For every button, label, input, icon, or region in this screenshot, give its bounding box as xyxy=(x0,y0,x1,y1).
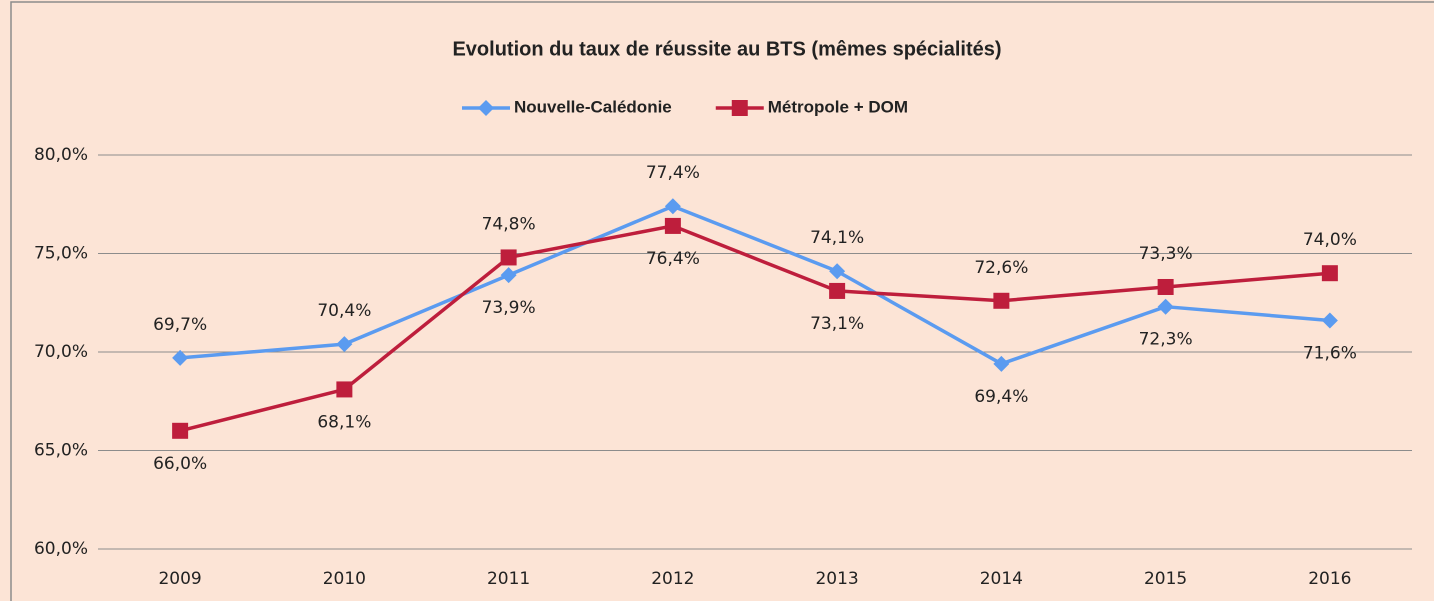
chart-frame xyxy=(10,1,1434,601)
y-tick-label: 65,0% xyxy=(34,441,88,461)
marker xyxy=(500,267,517,284)
data-label: 68,1% xyxy=(317,412,371,432)
marker xyxy=(829,282,846,299)
series-line xyxy=(179,204,1331,366)
data-label: 74,1% xyxy=(810,228,864,248)
x-tick-label: 2014 xyxy=(980,569,1023,589)
y-tick-label: 80,0% xyxy=(34,145,88,165)
marker xyxy=(664,217,681,234)
data-label: 74,0% xyxy=(1303,230,1357,250)
data-label: 73,3% xyxy=(1139,244,1193,264)
x-tick-label: 2011 xyxy=(487,569,530,589)
marker xyxy=(993,355,1010,372)
x-tick-label: 2012 xyxy=(651,569,694,589)
marker xyxy=(993,292,1010,309)
marker xyxy=(336,336,353,353)
x-tick-label: 2013 xyxy=(815,569,858,589)
x-tick-label: 2009 xyxy=(158,569,201,589)
data-label: 71,6% xyxy=(1303,343,1357,363)
marker xyxy=(1157,278,1174,295)
legend-label: Nouvelle-Calédonie xyxy=(514,97,672,116)
marker xyxy=(829,263,846,280)
marker xyxy=(172,422,189,439)
legend-marker xyxy=(478,100,494,116)
marker xyxy=(1321,265,1338,282)
legend-label: Métropole + DOM xyxy=(768,97,908,116)
data-label: 74,8% xyxy=(482,214,536,234)
marker xyxy=(500,249,517,266)
x-tick-label: 2010 xyxy=(323,569,366,589)
data-label: 72,3% xyxy=(1139,330,1193,350)
data-label: 76,4% xyxy=(646,249,700,269)
legend: Nouvelle-Calédonie Métropole + DOM xyxy=(462,97,908,116)
data-label: 72,6% xyxy=(974,258,1028,278)
data-label: 69,7% xyxy=(153,315,207,335)
data-label: 73,1% xyxy=(810,314,864,334)
marker xyxy=(1157,298,1174,315)
data-label: 70,4% xyxy=(317,301,371,321)
x-tick-label: 2016 xyxy=(1308,569,1351,589)
y-tick-label: 70,0% xyxy=(34,342,88,362)
data-label: 77,4% xyxy=(646,163,700,183)
series-line xyxy=(179,224,1331,433)
legend-marker xyxy=(731,100,748,116)
data-label: 73,9% xyxy=(482,298,536,318)
chart-title: Evolution du taux de réussite au BTS (mê… xyxy=(452,38,1001,60)
data-label: 66,0% xyxy=(153,454,207,474)
marker xyxy=(172,349,189,366)
x-tick-label: 2015 xyxy=(1144,569,1187,589)
marker xyxy=(1321,312,1338,329)
data-label: 69,4% xyxy=(974,387,1028,407)
y-tick-label: 75,0% xyxy=(34,244,88,264)
marker xyxy=(336,381,353,398)
y-tick-label: 60,0% xyxy=(34,539,88,559)
marker xyxy=(664,198,681,215)
